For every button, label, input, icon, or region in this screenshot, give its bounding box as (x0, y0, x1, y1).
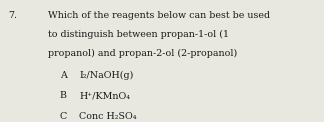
Text: C: C (60, 112, 67, 121)
Text: I₂/NaOH(g): I₂/NaOH(g) (79, 71, 134, 81)
Text: Conc H₂SO₄: Conc H₂SO₄ (79, 112, 137, 121)
Text: H⁺/KMnO₄: H⁺/KMnO₄ (79, 92, 130, 101)
Text: 7.: 7. (8, 11, 17, 20)
Text: Which of the reagents below can best be used: Which of the reagents below can best be … (48, 11, 270, 20)
Text: propanol) and propan-2-ol (2-propanol): propanol) and propan-2-ol (2-propanol) (48, 49, 237, 58)
Text: A: A (60, 71, 67, 80)
Text: B: B (60, 92, 67, 101)
Text: to distinguish between propan-1-ol (1: to distinguish between propan-1-ol (1 (48, 30, 229, 39)
